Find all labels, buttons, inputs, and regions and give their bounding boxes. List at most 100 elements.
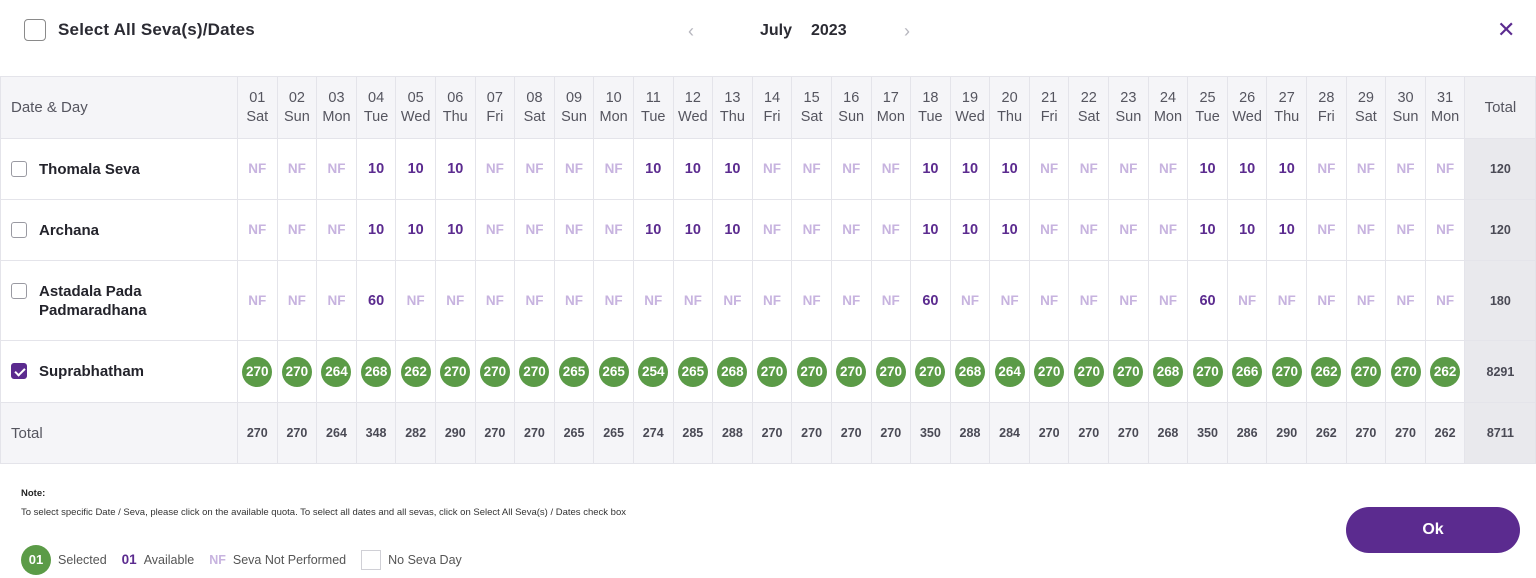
selected-quota-badge[interactable]: 270 [836,356,867,387]
quota-cell[interactable]: 10 [355,199,397,261]
selected-quota-badge[interactable]: 270 [875,356,906,387]
quota-cell[interactable]: 10 [632,138,674,200]
quota-cell[interactable]: 264 [989,340,1030,403]
available-quota[interactable]: 10 [1278,222,1295,238]
quota-cell[interactable]: 10 [949,138,991,200]
date-column-header[interactable]: 02 Sun [276,76,318,139]
date-column-header[interactable]: 08 Sat [514,76,555,139]
quota-cell[interactable]: 270 [1345,340,1387,403]
selected-quota-badge[interactable]: 270 [281,356,312,387]
quota-cell[interactable]: 10 [712,199,753,261]
quota-cell[interactable]: 10 [910,199,951,261]
selected-quota-badge[interactable]: 265 [559,356,590,387]
date-column-header[interactable]: 25 Tue [1187,76,1228,139]
quota-cell[interactable]: 10 [1187,199,1228,261]
seva-checkbox[interactable] [11,363,27,379]
selected-quota-badge[interactable]: 270 [1350,356,1381,387]
quota-cell[interactable]: 270 [1028,340,1070,403]
selected-quota-badge[interactable]: 265 [598,356,629,387]
quota-cell[interactable]: 10 [1226,138,1268,200]
quota-cell[interactable]: 10 [672,199,714,261]
available-quota[interactable]: 10 [1278,161,1295,177]
available-quota[interactable]: 10 [684,161,701,177]
quota-cell[interactable]: 10 [355,138,397,200]
quota-cell[interactable]: 270 [434,340,476,403]
available-quota[interactable]: 60 [368,292,385,309]
quota-cell[interactable]: 10 [434,138,476,200]
selected-quota-badge[interactable]: 270 [1073,356,1104,387]
date-column-header[interactable]: 28 Fri [1306,76,1347,139]
date-column-header[interactable]: 04 Tue [355,76,397,139]
seva-checkbox[interactable] [11,160,27,177]
chevron-left-icon[interactable]: ‹ [688,21,694,41]
selected-quota-badge[interactable]: 270 [440,356,471,387]
quota-cell[interactable]: 262 [1424,340,1466,403]
quota-cell[interactable]: 10 [672,138,714,200]
quota-cell[interactable]: 266 [1226,340,1268,403]
quota-cell[interactable]: 270 [870,340,912,403]
selected-quota-badge[interactable]: 268 [1152,356,1183,387]
quota-cell[interactable]: 270 [751,340,793,403]
seva-checkbox[interactable] [11,221,27,238]
quota-cell[interactable]: 270 [237,340,278,403]
quota-cell[interactable]: 10 [949,199,991,261]
quota-cell[interactable]: 270 [1108,340,1149,403]
close-icon[interactable]: ✕ [1497,17,1516,42]
date-column-header[interactable]: 12 Wed [672,76,714,139]
selected-quota-badge[interactable]: 270 [1192,356,1223,387]
available-quota[interactable]: 10 [684,222,701,238]
quota-cell[interactable]: 10 [989,138,1030,200]
quota-cell[interactable]: 254 [632,340,674,403]
selected-quota-badge[interactable]: 270 [757,356,788,387]
selected-quota-badge[interactable]: 262 [1430,356,1461,387]
seva-name-cell[interactable]: Suprabhatham [0,340,238,403]
date-column-header[interactable]: 18 Tue [910,76,951,139]
date-column-header[interactable]: 01 Sat [237,76,278,139]
selected-quota-badge[interactable]: 270 [796,356,827,387]
quota-cell[interactable]: 262 [1306,340,1347,403]
quota-cell[interactable]: 265 [553,340,595,403]
date-column-header[interactable]: 05 Wed [395,76,436,139]
date-column-header[interactable]: 03 Mon [316,76,357,139]
quota-cell[interactable]: 262 [395,340,436,403]
quota-cell[interactable]: 10 [1266,199,1308,261]
quota-cell[interactable]: 10 [1266,138,1308,200]
selected-quota-badge[interactable]: 268 [717,356,748,387]
available-quota[interactable]: 10 [1239,222,1256,238]
quota-cell[interactable]: 10 [989,199,1030,261]
date-column-header[interactable]: 29 Sat [1345,76,1387,139]
date-column-header[interactable]: 07 Fri [474,76,516,139]
date-column-header[interactable]: 13 Thu [712,76,753,139]
quota-cell[interactable]: 270 [791,340,832,403]
selected-quota-badge[interactable]: 270 [1271,356,1302,387]
selected-quota-badge[interactable]: 270 [1034,356,1065,387]
available-quota[interactable]: 10 [368,222,385,238]
date-column-header[interactable]: 17 Mon [870,76,912,139]
quota-cell[interactable]: 270 [474,340,516,403]
available-quota[interactable]: 10 [368,161,385,177]
selected-quota-badge[interactable]: 266 [1232,356,1263,387]
selected-quota-badge[interactable]: 270 [519,356,550,387]
quota-cell[interactable]: 268 [712,340,753,403]
available-quota[interactable]: 60 [922,292,939,309]
ok-button[interactable]: Ok [1346,507,1520,553]
selected-quota-badge[interactable]: 270 [1390,356,1421,387]
seva-checkbox[interactable] [11,282,27,299]
date-column-header[interactable]: 11 Tue [632,76,674,139]
selected-quota-badge[interactable]: 262 [1311,356,1342,387]
available-quota[interactable]: 10 [645,161,662,177]
available-quota[interactable]: 10 [645,222,662,238]
selected-quota-badge[interactable]: 264 [321,356,352,387]
available-quota[interactable]: 10 [447,222,464,238]
selected-quota-badge[interactable]: 262 [400,356,431,387]
available-quota[interactable]: 10 [922,222,939,238]
date-column-header[interactable]: 27 Thu [1266,76,1308,139]
select-all-control[interactable]: Select All Seva(s)/Dates [24,19,255,41]
selected-quota-badge[interactable]: 270 [1113,356,1144,387]
quota-cell[interactable]: 60 [355,260,397,341]
selected-quota-badge[interactable]: 264 [994,356,1025,387]
quota-cell[interactable]: 60 [910,260,951,341]
selected-quota-badge[interactable]: 268 [954,356,985,387]
available-quota[interactable]: 10 [1199,161,1216,177]
available-quota[interactable]: 10 [407,161,424,177]
